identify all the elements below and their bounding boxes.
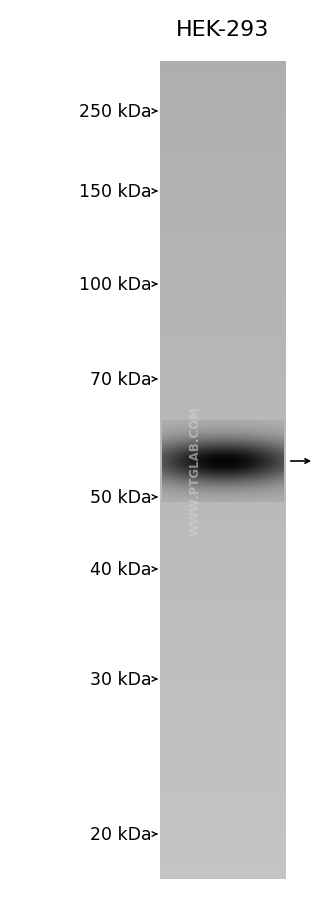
Text: 250 kDa: 250 kDa (80, 103, 152, 121)
Text: 70 kDa: 70 kDa (90, 371, 152, 389)
Text: WWW.PTGLAB.COM: WWW.PTGLAB.COM (189, 406, 202, 536)
Text: 40 kDa: 40 kDa (90, 560, 152, 578)
Text: 150 kDa: 150 kDa (80, 183, 152, 201)
Text: 30 kDa: 30 kDa (90, 670, 152, 688)
Text: HEK-293: HEK-293 (176, 20, 270, 40)
Text: 50 kDa: 50 kDa (90, 489, 152, 506)
Text: 20 kDa: 20 kDa (90, 825, 152, 843)
Text: 100 kDa: 100 kDa (80, 276, 152, 294)
